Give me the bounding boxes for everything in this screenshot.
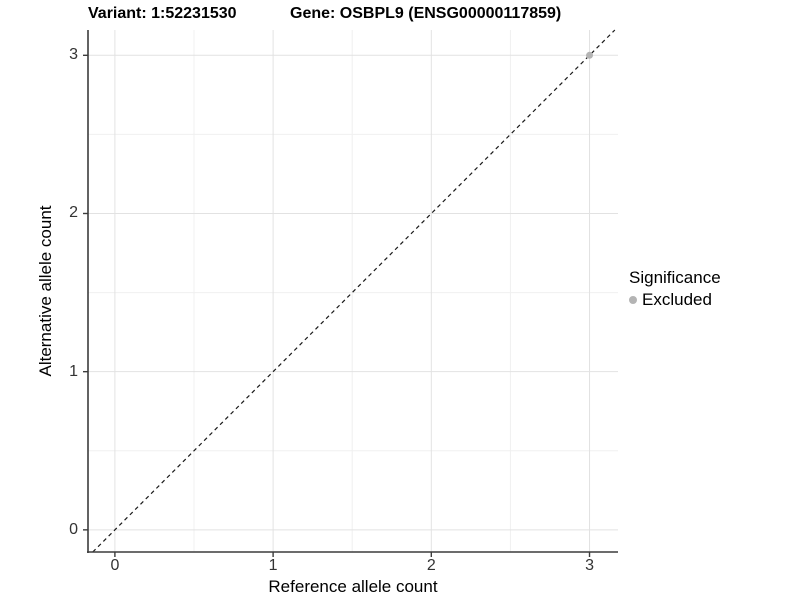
data-point bbox=[586, 51, 594, 59]
legend-entry-label: Excluded bbox=[642, 290, 712, 309]
legend-entries: Excluded bbox=[629, 290, 721, 310]
x-tick-label: 3 bbox=[585, 557, 594, 574]
legend-title: Significance bbox=[629, 268, 721, 287]
x-tick-label: 0 bbox=[110, 557, 120, 574]
y-tick-label: 3 bbox=[69, 46, 78, 64]
legend: Significance Excluded bbox=[629, 268, 721, 310]
legend-key-dot-icon bbox=[629, 296, 637, 304]
y-tick-label: 2 bbox=[69, 204, 78, 222]
legend-entry: Excluded bbox=[629, 290, 721, 310]
x-tick-label: 2 bbox=[426, 557, 436, 574]
y-tick-label: 0 bbox=[69, 520, 78, 538]
identity-line bbox=[92, 29, 616, 553]
x-tick-label: 1 bbox=[268, 557, 278, 574]
gene-title: Gene: OSBPL9 (ENSG00000117859) bbox=[290, 5, 562, 22]
x-axis-title: Reference allele count bbox=[268, 577, 438, 596]
y-tick-label: 1 bbox=[69, 362, 78, 380]
variant-title: Variant: 1:52231530 bbox=[88, 5, 237, 22]
y-axis-title: Alternative allele count bbox=[36, 205, 55, 377]
